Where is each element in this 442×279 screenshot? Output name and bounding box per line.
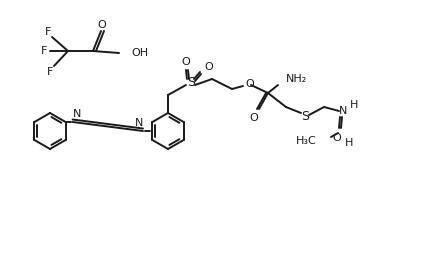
Text: O: O — [98, 20, 107, 30]
Text: F: F — [45, 27, 51, 37]
Text: H₃C: H₃C — [296, 136, 317, 146]
Text: N: N — [135, 118, 143, 128]
Text: O: O — [250, 113, 259, 123]
Text: O: O — [333, 133, 341, 143]
Text: S: S — [301, 109, 309, 122]
Text: O: O — [182, 57, 191, 67]
Text: S: S — [187, 76, 195, 90]
Text: H: H — [350, 100, 358, 110]
Text: F: F — [41, 46, 47, 56]
Text: F: F — [47, 67, 53, 77]
Text: O: O — [246, 79, 255, 89]
Text: OH: OH — [131, 48, 148, 58]
Text: H: H — [345, 138, 353, 148]
Text: N: N — [339, 106, 347, 116]
Text: NH₂: NH₂ — [286, 74, 307, 84]
Text: N: N — [72, 109, 81, 119]
Text: O: O — [205, 62, 213, 72]
